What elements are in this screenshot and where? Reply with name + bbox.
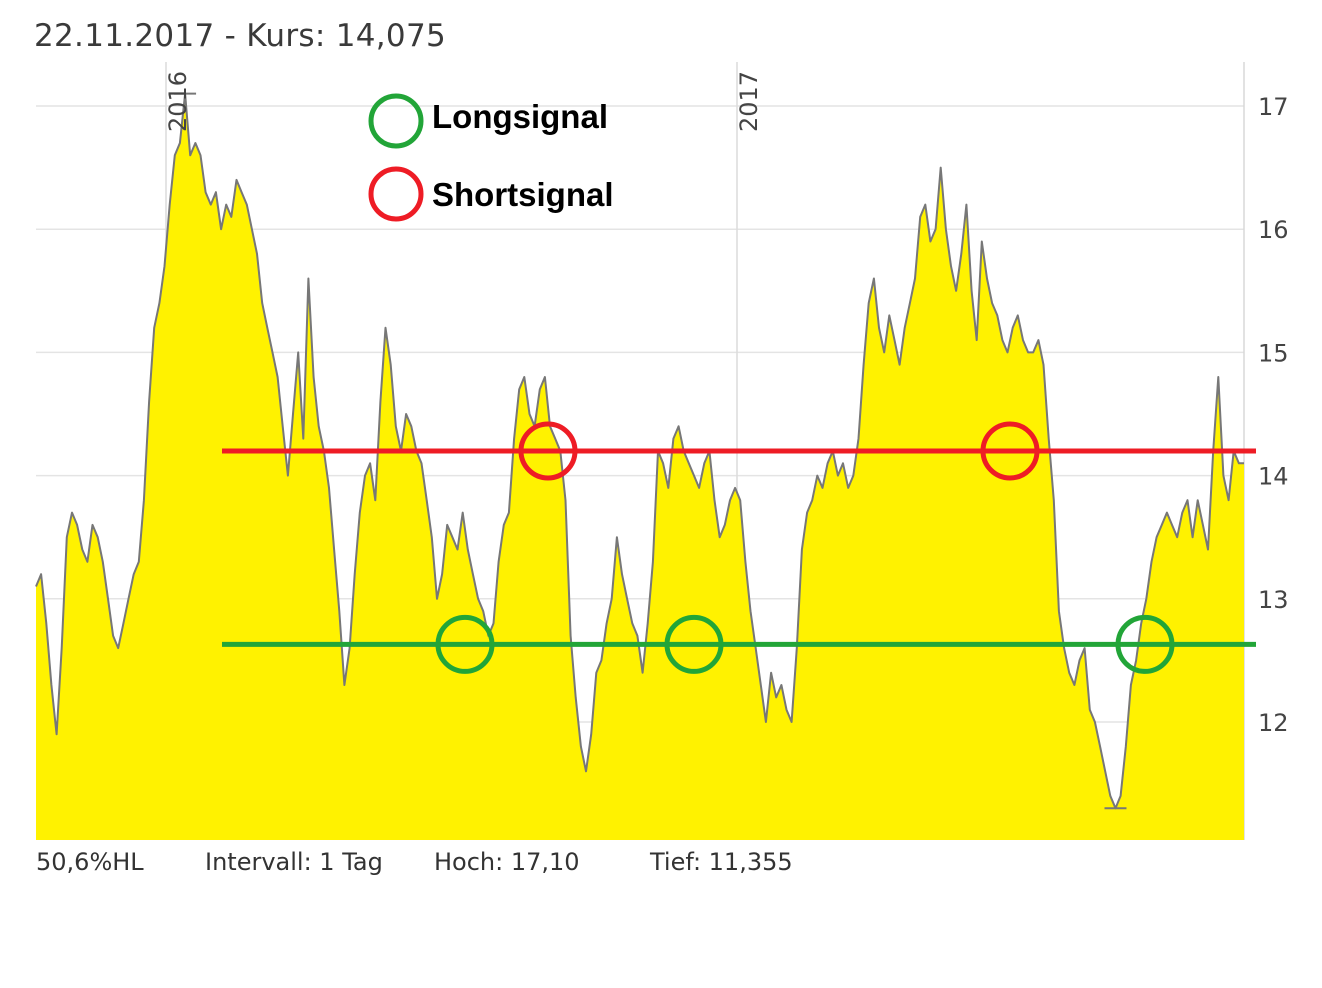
price-chart: 2016 2017 12 13 14 15 16 17 Longsignal Shortsi… <box>35 62 1289 840</box>
header-kurs-label: Kurs: <box>246 18 326 54</box>
chart-header: 22.11.2017 - Kurs: 14,075 <box>34 18 446 54</box>
short-signal-marker <box>518 421 578 481</box>
x-tick-label: 2016 <box>164 71 192 132</box>
legend-short-marker <box>368 166 424 222</box>
y-tick-label: 14 <box>1258 463 1289 491</box>
header-separator: - <box>214 18 247 54</box>
signal-lines <box>222 448 1256 647</box>
footer-hl: 50,6%HL <box>36 848 144 876</box>
footer-intervall: Intervall: 1 Tag <box>205 848 383 876</box>
y-tick-label: 13 <box>1258 586 1289 614</box>
x-axis-ticks: 2016 2017 <box>164 71 763 132</box>
y-tick-label: 16 <box>1258 216 1289 244</box>
x-tick-label: 2017 <box>735 71 763 132</box>
price-area-fill <box>36 93 1244 840</box>
long-signal-marker <box>664 614 724 674</box>
short-signal-marker <box>980 421 1040 481</box>
y-tick-label: 12 <box>1258 709 1289 737</box>
legend-long-marker <box>368 93 424 149</box>
signal-markers <box>435 421 1175 674</box>
y-axis-ticks: 12 13 14 15 16 17 <box>1258 93 1289 737</box>
y-tick-label: 17 <box>1258 93 1289 121</box>
legend-short-label: Shortsignal <box>432 176 614 213</box>
footer-hoch: Hoch: 17,10 <box>434 848 580 876</box>
header-kurs-value: 14,075 <box>335 18 447 54</box>
price-line <box>35 92 1244 810</box>
long-signal-marker <box>1115 614 1175 674</box>
footer-tief: Tief: 11,355 <box>650 848 793 876</box>
price-area <box>35 92 1244 840</box>
chart-footer: 50,6%HL Intervall: 1 Tag Hoch: 17,10 Tie… <box>36 848 793 988</box>
long-signal-marker <box>435 614 495 674</box>
y-tick-label: 15 <box>1258 339 1289 367</box>
legend-long-label: Longsignal <box>432 98 608 135</box>
header-date: 22.11.2017 <box>34 18 215 54</box>
legend: Longsignal Shortsignal <box>368 93 614 222</box>
